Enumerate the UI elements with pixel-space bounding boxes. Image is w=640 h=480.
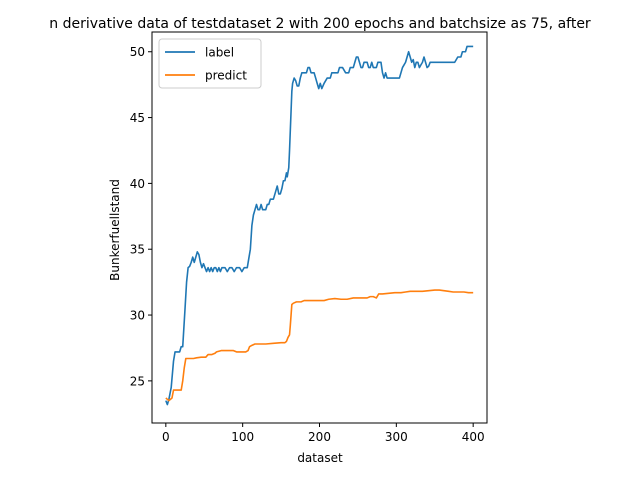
x-tick-label: 400 (462, 430, 485, 444)
x-tick-label: 100 (231, 430, 254, 444)
series-line-label (165, 45, 474, 406)
x-tick-label: 200 (308, 430, 331, 444)
y-tick-label: 45 (130, 111, 145, 125)
x-tick-label: 0 (162, 430, 170, 444)
legend: label predict (158, 38, 262, 89)
series-layer (165, 45, 474, 406)
y-tick-label: 40 (130, 177, 145, 191)
x-axis-title: dataset (297, 451, 343, 465)
x-tick-label: 300 (385, 430, 408, 444)
legend-entry-label: label (205, 46, 234, 60)
x-axis: 0 100 200 300 400 (162, 423, 485, 444)
y-tick-label: 30 (130, 309, 145, 323)
legend-entry-predict: predict (205, 69, 247, 83)
y-axis-title: Bunkerfuellstand (108, 179, 122, 281)
y-axis: 25 30 35 40 45 50 (130, 45, 152, 388)
plot-area: 0 100 200 300 400 25 30 35 40 45 50 (130, 31, 488, 444)
chart-title: n derivative data of testdataset 2 with … (49, 16, 591, 32)
series-line-predict (165, 289, 474, 402)
y-tick-label: 50 (130, 45, 145, 59)
y-tick-label: 35 (130, 243, 145, 257)
y-tick-label: 25 (130, 374, 145, 388)
